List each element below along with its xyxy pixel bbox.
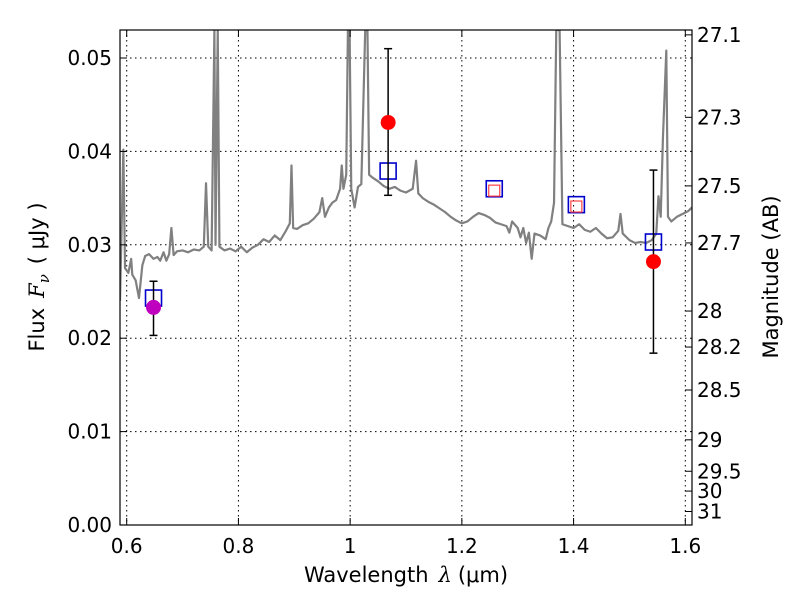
model-photometry-inner-square xyxy=(570,200,583,213)
magnitude-tick-label: 27.1 xyxy=(697,23,742,47)
plot-background xyxy=(120,30,692,525)
y-tick-label: 0.04 xyxy=(67,139,112,163)
y-axis-label: FluxFν( μJy ) xyxy=(25,202,53,351)
x-tick-label: 0.6 xyxy=(111,534,143,558)
magnitude-tick-label: 27.7 xyxy=(697,231,742,255)
x-tick-label: 1.4 xyxy=(558,534,590,558)
magnitude-tick-label: 27.5 xyxy=(697,174,742,198)
x-axis-label: Wavelength λ (μm) xyxy=(304,563,508,587)
observed-point xyxy=(380,114,396,130)
plot-frame xyxy=(119,29,693,526)
x-tick-label: 0.8 xyxy=(223,534,255,558)
magnitude-tick-label: 28.5 xyxy=(697,378,742,402)
magnitude-tick-label: 30 xyxy=(697,479,722,503)
model-photometry-square xyxy=(567,195,586,214)
right-axis-label: Magnitude (AB) xyxy=(759,195,783,358)
plot-data xyxy=(120,30,692,354)
axis-ticks: 0.6 0.8 1 1.2 1.4 1.6 0.00 0.01 0.02 0.03 0.04 0.05… xyxy=(67,23,741,558)
model-spectrum-line xyxy=(120,30,692,301)
magnitude-tick-label: 31 xyxy=(697,500,722,524)
model-photometry-square xyxy=(485,179,504,198)
observed-point xyxy=(645,254,661,270)
x-tick-label: 1.6 xyxy=(669,534,701,558)
y-tick-label: 0.01 xyxy=(67,420,112,444)
magnitude-tick-label: 29.5 xyxy=(697,459,742,483)
y-tick-label: 0.00 xyxy=(67,513,112,537)
y-tick-label: 0.05 xyxy=(67,46,112,70)
x-tick-label: 1.2 xyxy=(446,534,478,558)
magnitude-tick-label: 29 xyxy=(697,428,722,452)
magnitude-tick-label: 27.3 xyxy=(697,105,742,129)
model-photometry-inner-square xyxy=(488,184,501,197)
x-tick-label: 1 xyxy=(344,534,357,558)
magnitude-tick-label: 28 xyxy=(697,299,722,323)
observed-point xyxy=(146,299,162,315)
magnitude-tick-label: 28.2 xyxy=(697,335,742,359)
y-tick-label: 0.02 xyxy=(67,326,112,350)
y-tick-label: 0.03 xyxy=(67,233,112,257)
